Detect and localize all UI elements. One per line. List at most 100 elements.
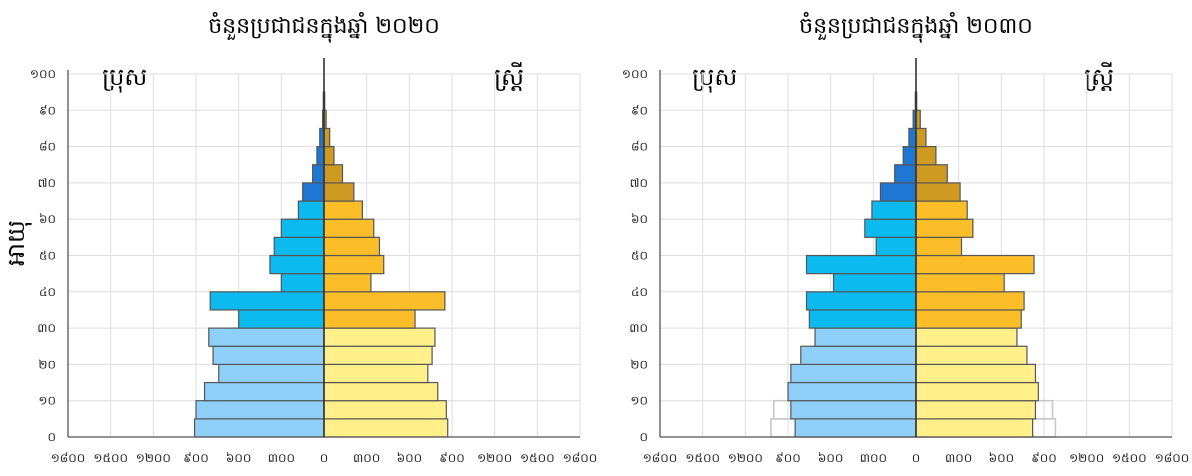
bar-female-35-39: [915, 291, 1025, 311]
female-label-2020: ស្ត្រី: [494, 62, 524, 91]
bar-male-25-29: [814, 327, 917, 347]
bar-female-50-54: [323, 236, 381, 257]
bar-male-5-9: [195, 400, 325, 420]
male-label-2030: ប្រុស: [692, 63, 737, 93]
x-tick-label: ១៨០០: [643, 451, 678, 465]
y-tick-label: ១០០: [622, 67, 648, 81]
x-tick-label: ៩០០: [439, 451, 465, 465]
bar-male-35-39: [805, 291, 917, 311]
y-tick-label: ១០: [630, 394, 648, 408]
x-tick-label: ១៥០០: [685, 451, 720, 465]
y-tick-label: ៥០: [631, 249, 648, 263]
x-tick-label: ៦០០: [989, 451, 1015, 465]
x-tick-label: ១៨០០: [51, 451, 86, 465]
y-tick-label: ៨០: [39, 140, 56, 154]
bar-female-80-84: [915, 127, 927, 148]
bar-male-0-4: [193, 418, 325, 438]
y-tick-label: ៦០: [631, 212, 648, 226]
y-tick-label: ២០: [38, 357, 56, 371]
bar-male-35-39: [209, 291, 325, 311]
bar-female-60-64: [323, 200, 364, 220]
bar-female-50-54: [915, 236, 963, 257]
y-tick-label: ៦០: [39, 212, 56, 226]
bar-male-40-44: [832, 273, 917, 293]
bar-female-0-4: [323, 418, 449, 438]
bar-male-15-19: [790, 363, 917, 384]
bar-male-40-44: [280, 273, 325, 293]
y-tick-label: ៣០: [37, 321, 56, 335]
bar-female-55-59: [915, 218, 974, 238]
bar-female-25-29: [915, 327, 1018, 347]
x-tick-label: ០: [320, 451, 329, 465]
y-tick-label: ៥០: [39, 249, 56, 263]
bar-female-55-59: [323, 218, 375, 238]
bar-male-55-59: [280, 218, 325, 238]
bar-female-20-24: [323, 345, 433, 365]
x-tick-label: ៣០០: [268, 451, 295, 465]
x-tick-label: ១៥០០: [520, 451, 555, 465]
y-tick-label: ៩០: [631, 103, 648, 117]
bar-male-75-79: [316, 146, 325, 166]
bar-male-70-74: [894, 164, 917, 184]
y-tick-label: ៨០: [631, 140, 648, 154]
y-tick-label: ៤០: [631, 285, 648, 299]
bar-female-15-19: [915, 363, 1037, 384]
bar-female-80-84: [323, 127, 331, 148]
x-tick-label: ១៥០០: [93, 451, 128, 465]
bar-male-30-34: [238, 309, 325, 329]
bar-male-50-54: [875, 236, 917, 257]
y-tick-label: ០: [640, 430, 649, 444]
y-tick-label: ១០០: [30, 67, 56, 81]
x-tick-label: ៣០០: [860, 451, 887, 465]
bar-female-65-69: [323, 182, 355, 202]
bar-male-60-64: [297, 200, 325, 220]
x-tick-label: ១២០០: [477, 451, 512, 465]
pyramid-2020: ចំនួនប្រជាជនក្នុងឆ្នាំ ២០២០ អាយុ ប្រុស ស…: [2, 12, 597, 465]
bar-male-65-69: [302, 182, 325, 202]
bar-male-60-64: [871, 200, 917, 220]
bar-male-55-59: [864, 218, 917, 238]
bar-male-10-14: [203, 381, 325, 402]
bar-female-75-79: [323, 146, 335, 166]
bar-female-45-49: [915, 254, 1035, 275]
bar-female-20-24: [915, 345, 1028, 365]
y-tick-label: ១០: [38, 394, 56, 408]
y-tick-label: ៣០: [629, 321, 648, 335]
bar-male-20-24: [212, 345, 325, 365]
bar-male-80-84: [908, 127, 917, 148]
x-tick-label: ១២០០: [728, 451, 763, 465]
bar-male-0-4: [794, 418, 917, 438]
y-axis-label: អាយុ: [2, 220, 32, 266]
female-label-2030: ស្ត្រី: [1084, 62, 1114, 91]
bar-female-70-74: [915, 164, 948, 184]
male-label-2020: ប្រុស: [102, 63, 147, 93]
bar-female-35-39: [323, 291, 446, 311]
bar-female-5-9: [915, 400, 1037, 420]
bar-male-15-19: [218, 363, 325, 384]
bar-female-5-9: [323, 400, 447, 420]
bar-female-40-44: [915, 273, 1005, 293]
x-tick-label: ៩០០: [183, 451, 209, 465]
bar-female-0-4: [915, 418, 1034, 438]
x-tick-label: ៦០០: [226, 451, 252, 465]
bar-female-10-14: [915, 381, 1039, 402]
bar-male-30-34: [808, 309, 917, 329]
bar-female-15-19: [323, 363, 429, 384]
bar-male-65-69: [879, 182, 917, 202]
y-tick-label: ២០: [630, 357, 648, 371]
chart-title-2030: ចំនួនប្រជាជនក្នុងឆ្នាំ ២០៣០: [799, 12, 1033, 43]
x-tick-label: ៩០០: [775, 451, 801, 465]
x-tick-label: ១៥០០: [1112, 451, 1147, 465]
bar-female-70-74: [323, 164, 344, 184]
bar-male-5-9: [790, 400, 917, 420]
x-tick-label: ១៨០០: [1155, 451, 1190, 465]
bar-female-45-49: [323, 254, 385, 275]
bar-male-45-49: [805, 254, 917, 275]
y-tick-label: ៤០: [39, 285, 56, 299]
bar-male-45-49: [269, 254, 325, 275]
bar-female-25-29: [323, 327, 436, 347]
y-tick-label: ០: [48, 430, 57, 444]
bar-male-20-24: [800, 345, 917, 365]
